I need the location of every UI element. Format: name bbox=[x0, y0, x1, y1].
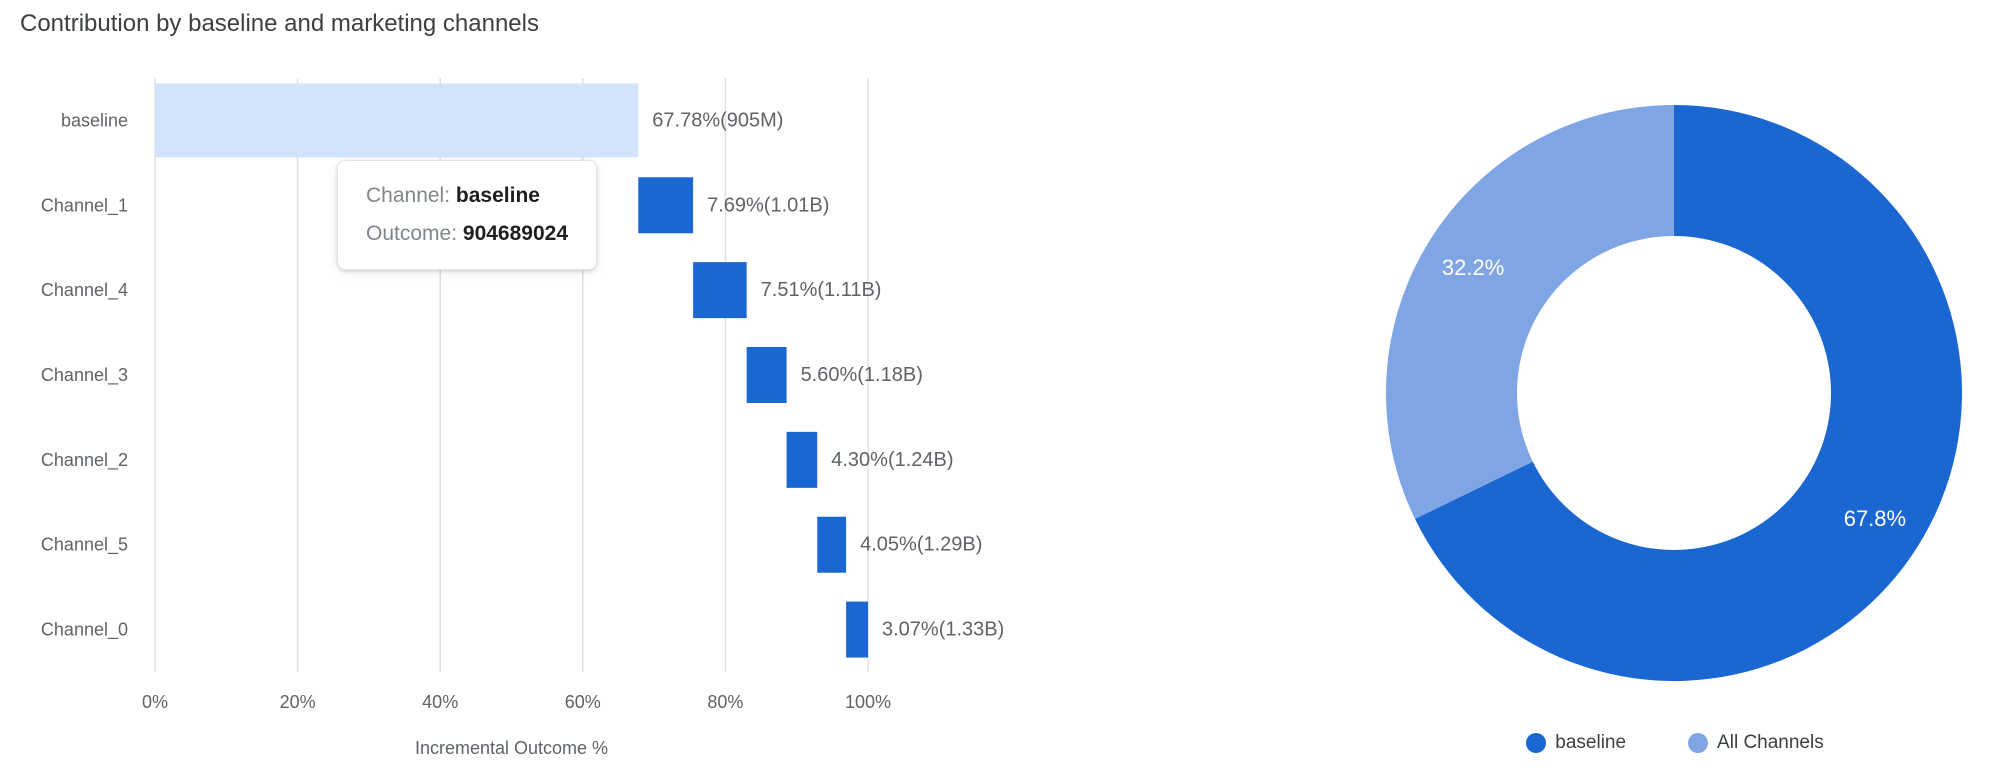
bar-value-label: 5.60%(1.18B) bbox=[801, 364, 923, 386]
donut-slice-baseline[interactable] bbox=[1414, 105, 1962, 681]
legend-swatch-baseline bbox=[1526, 733, 1547, 753]
bar-value-label: 3.07%(1.33B) bbox=[882, 619, 1004, 641]
y-axis-label-channel-1: Channel_1 bbox=[41, 195, 128, 216]
x-axis-tick-label: 80% bbox=[707, 692, 743, 712]
x-axis-tick-label: 0% bbox=[142, 692, 168, 712]
y-axis-label-channel-0: Channel_0 bbox=[41, 620, 128, 641]
y-axis-label-channel-3: Channel_3 bbox=[41, 365, 128, 386]
y-axis-label-channel-2: Channel_2 bbox=[41, 450, 128, 471]
tooltip-outcome-value: 904689024 bbox=[462, 222, 569, 245]
x-axis-tick-label: 60% bbox=[565, 692, 601, 712]
chart-tooltip: Channel: baseline Outcome: 904689024 bbox=[337, 160, 598, 270]
y-axis-label-baseline: baseline bbox=[61, 110, 128, 130]
legend-swatch-all-channels bbox=[1688, 733, 1709, 753]
waterfall-chart: 0% 20% 40% 60% 80% 100% 67.78%(905M) baseline 7.… bbox=[0, 40, 1130, 784]
y-axis-label-channel-5: Channel_5 bbox=[41, 535, 128, 556]
legend-item-baseline[interactable]: baseline bbox=[1526, 732, 1626, 754]
x-axis-tick-label: 100% bbox=[845, 692, 891, 712]
bar-baseline[interactable] bbox=[155, 83, 639, 158]
donut-slice-label: 32.2% bbox=[1442, 255, 1504, 280]
tooltip-outcome-row: Outcome: 904689024 bbox=[366, 215, 568, 253]
donut-legend: baseline All Channels bbox=[1330, 732, 1999, 754]
bar-channel-0[interactable] bbox=[846, 601, 868, 658]
tooltip-channel-label: Channel: bbox=[366, 184, 451, 207]
legend-label: All Channels bbox=[1717, 732, 1824, 753]
y-axis-label-channel-4: Channel_4 bbox=[41, 280, 128, 301]
donut-slice-label: 67.8% bbox=[1844, 506, 1906, 531]
tooltip-channel-value: baseline bbox=[455, 184, 540, 207]
bar-channel-3[interactable] bbox=[746, 347, 787, 403]
bar-value-label: 67.78%(905M) bbox=[652, 109, 783, 131]
x-axis-tick-label: 20% bbox=[280, 692, 316, 712]
donut-chart: 67.8% 32.2% baseline All Channels bbox=[1330, 55, 1999, 754]
x-axis-tick-label: 40% bbox=[422, 692, 458, 712]
tooltip-outcome-label: Outcome: bbox=[366, 222, 458, 245]
bar-value-label: 7.51%(1.11B) bbox=[761, 279, 882, 301]
bar-channel-5[interactable] bbox=[817, 516, 847, 573]
bar-channel-4[interactable] bbox=[693, 262, 747, 319]
legend-label: baseline bbox=[1555, 732, 1627, 753]
donut-svg: 67.8% 32.2% bbox=[1386, 105, 1962, 681]
bar-channel-2[interactable] bbox=[786, 431, 818, 488]
tooltip-channel-row: Channel: baseline bbox=[366, 177, 568, 215]
bar-channel-1[interactable] bbox=[638, 177, 694, 234]
bar-value-label: 7.69%(1.01B) bbox=[707, 194, 829, 216]
bar-value-label: 4.05%(1.29B) bbox=[860, 534, 982, 556]
bar-value-label: 4.30%(1.24B) bbox=[831, 449, 953, 471]
waterfall-svg: 0% 20% 40% 60% 80% 100% 67.78%(905M) baseline 7.… bbox=[41, 78, 1004, 758]
page-title: Contribution by baseline and marketing c… bbox=[20, 10, 539, 37]
x-axis-title: Incremental Outcome % bbox=[415, 738, 608, 758]
legend-item-all-channels[interactable]: All Channels bbox=[1688, 732, 1824, 754]
donut-slice-all-channels[interactable] bbox=[1386, 105, 1674, 519]
